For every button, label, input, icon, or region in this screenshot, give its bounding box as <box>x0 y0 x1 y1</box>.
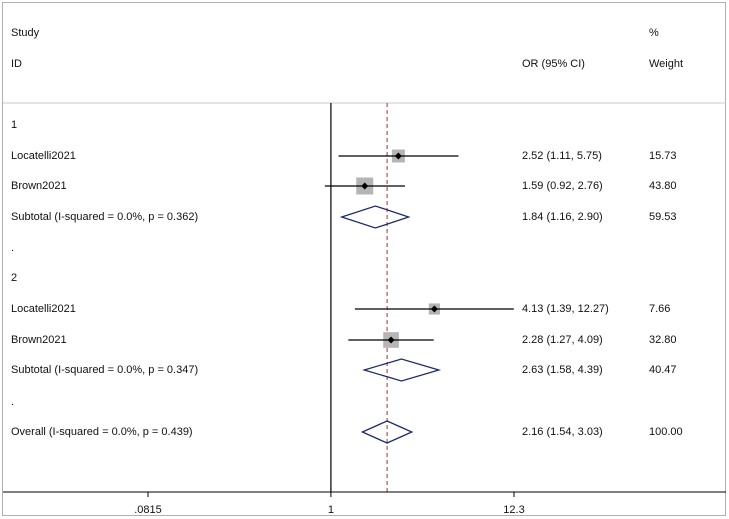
row-or-text-2: 1.59 (0.92, 2.76) <box>522 180 603 192</box>
row-label-7: Brown2021 <box>11 334 67 346</box>
header-id: ID <box>11 58 22 70</box>
row-weight-2: 43.80 <box>649 180 677 192</box>
row-label-2: Brown2021 <box>11 180 67 192</box>
row-or-text-3: 1.84 (1.16, 2.90) <box>522 211 603 223</box>
row-or-text-7: 2.28 (1.27, 4.09) <box>522 334 603 346</box>
x-tick-label-2: 12.3 <box>503 504 524 516</box>
row-weight-3: 59.53 <box>649 211 677 223</box>
point-estimate-1 <box>394 152 402 160</box>
row-label-9: . <box>11 396 15 408</box>
row-or-text-8: 2.63 (1.58, 4.39) <box>522 364 603 376</box>
row-label-1: Locatelli2021 <box>11 150 76 162</box>
row-or-text-6: 4.13 (1.39, 12.27) <box>522 303 609 315</box>
subtotal-diamond-3 <box>339 205 411 229</box>
point-estimate-2 <box>361 182 369 190</box>
point-estimate-7 <box>387 336 395 344</box>
overall-diamond-10 <box>360 420 414 444</box>
header-percent: % <box>649 27 659 39</box>
row-weight-8: 40.47 <box>649 364 677 376</box>
header-or-label: OR (95% CI) <box>522 58 585 70</box>
row-or-text-1: 2.52 (1.11, 5.75) <box>522 150 602 162</box>
row-label-3: Subtotal (I-squared = 0.0%, p = 0.362) <box>11 211 199 223</box>
x-tick-label-1: 1 <box>328 504 334 516</box>
row-label-0: 1 <box>11 119 18 131</box>
header-weight: Weight <box>649 58 684 70</box>
row-or-text-10: 2.16 (1.54, 3.03) <box>522 426 603 438</box>
row-label-5: 2 <box>11 272 18 284</box>
row-weight-10: 100.00 <box>649 426 683 438</box>
row-weight-7: 32.80 <box>649 334 677 346</box>
row-weight-6: 7.66 <box>649 303 671 315</box>
header-study: Study <box>11 27 40 39</box>
row-label-6: Locatelli2021 <box>11 303 76 315</box>
x-tick-label-0: .0815 <box>134 504 162 516</box>
row-label-8: Subtotal (I-squared = 0.0%, p = 0.347) <box>11 364 199 376</box>
row-label-4: . <box>11 242 15 254</box>
point-estimate-6 <box>430 305 438 313</box>
row-label-10: Overall (I-squared = 0.0%, p = 0.439) <box>11 426 193 438</box>
row-weight-1: 15.73 <box>649 150 677 162</box>
subtotal-diamond-8 <box>361 358 442 382</box>
